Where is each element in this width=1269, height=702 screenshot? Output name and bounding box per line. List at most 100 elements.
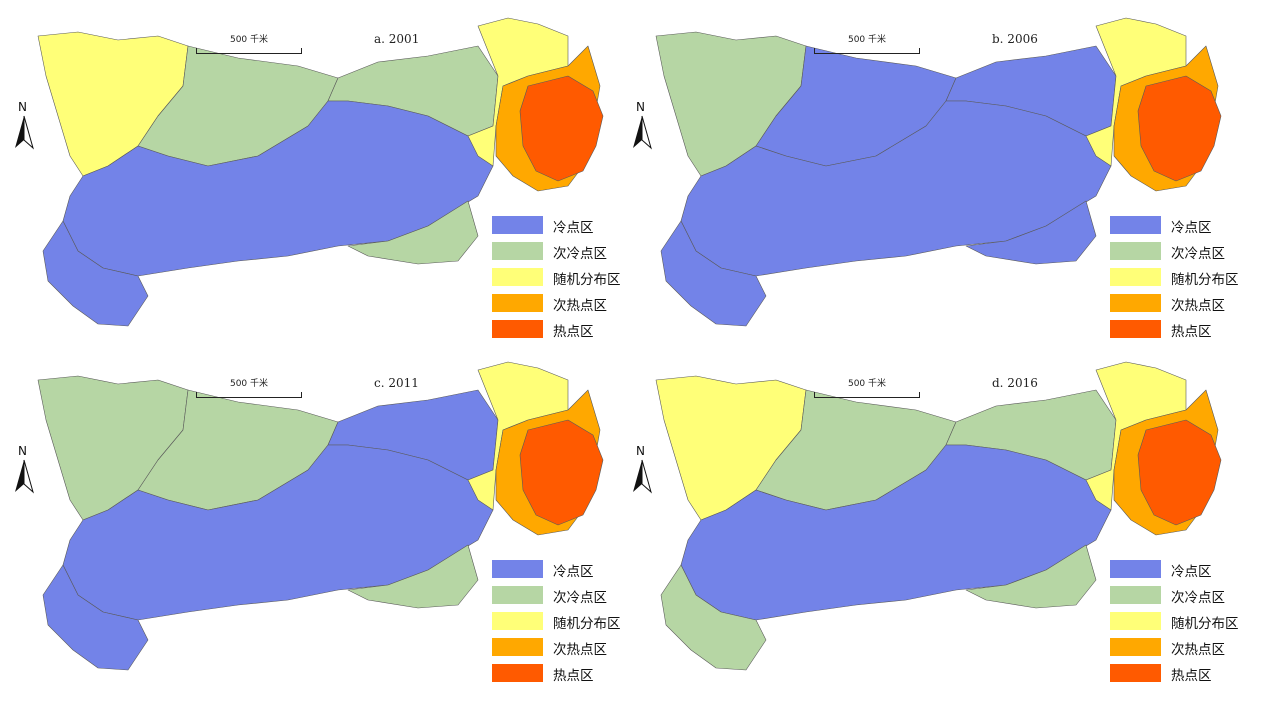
legend-label: 热点区: [553, 668, 594, 684]
legend: 冷点区 次冷点区 随机分布区 次热点区 热点区: [1110, 557, 1239, 687]
region-south: [660, 220, 767, 327]
legend-swatch: [492, 638, 543, 656]
map-panel-b: b. 2006 500 千米 N 冷点区 次冷点区 随机分布区 次热点区 热点区: [626, 6, 1239, 343]
north-arrow-label: N: [18, 444, 27, 458]
legend-swatch: [492, 664, 543, 682]
legend-label: 次热点区: [553, 298, 607, 314]
scale-bar-label: 500 千米: [229, 35, 269, 45]
region-east-core: [1137, 419, 1222, 526]
scale-bar: 500 千米: [196, 378, 302, 398]
scale-bar-line: [814, 48, 920, 54]
region-southeast: [347, 544, 479, 609]
legend-swatch: [492, 612, 543, 630]
north-arrow-icon: [633, 115, 652, 150]
legend-item: 冷点区: [1110, 557, 1236, 583]
legend-item: 次热点区: [1110, 291, 1236, 317]
scale-bar-label: 500 千米: [847, 35, 887, 45]
legend-label: 次冷点区: [553, 590, 607, 606]
scale-bar-line: [196, 48, 302, 54]
map-panel-c: c. 2011 500 千米 N 冷点区 次冷点区 随机分布区 次热点区 热点区: [8, 350, 621, 687]
legend-label: 次冷点区: [553, 246, 607, 262]
legend-item: 随机分布区: [1110, 609, 1239, 635]
legend: 冷点区 次冷点区 随机分布区 次热点区 热点区: [492, 213, 621, 343]
legend-swatch: [1110, 320, 1161, 338]
region-east-core: [1137, 75, 1222, 182]
legend-swatch: [1110, 242, 1161, 260]
legend-swatch: [1110, 294, 1161, 312]
legend-item: 热点区: [492, 317, 618, 343]
legend-label: 冷点区: [553, 564, 594, 580]
legend-label: 次冷点区: [1171, 590, 1225, 606]
scale-bar-label: 500 千米: [847, 379, 887, 389]
north-arrow: N: [630, 100, 654, 152]
scale-bar-label: 500 千米: [229, 379, 269, 389]
scale-bar: 500 千米: [196, 34, 302, 54]
legend-swatch: [1110, 268, 1161, 286]
north-arrow-label: N: [636, 100, 645, 114]
legend-label: 随机分布区: [553, 272, 621, 288]
map-panel-d: d. 2016 500 千米 N 冷点区 次冷点区 随机分布区 次热点区 热点区: [626, 350, 1239, 687]
legend-swatch: [1110, 586, 1161, 604]
legend-label: 热点区: [553, 324, 594, 340]
map-panel-a: a. 2001 500 千米 N 冷点区 次冷点区 随机分布区 次热点区 热点区: [8, 6, 621, 343]
legend-item: 随机分布区: [492, 609, 621, 635]
north-arrow-label: N: [636, 444, 645, 458]
legend-item: 热点区: [1110, 661, 1236, 687]
legend-swatch: [492, 216, 543, 234]
legend-label: 次热点区: [1171, 298, 1225, 314]
region-southeast: [965, 544, 1097, 609]
legend-label: 冷点区: [553, 220, 594, 236]
region-southeast: [965, 200, 1097, 265]
legend-label: 次热点区: [1171, 642, 1225, 658]
legend-label: 冷点区: [1171, 220, 1212, 236]
north-arrow: N: [12, 100, 36, 152]
scale-bar-line: [196, 392, 302, 398]
legend-swatch: [492, 268, 543, 286]
legend-label: 热点区: [1171, 668, 1212, 684]
legend-label: 随机分布区: [553, 616, 621, 632]
north-arrow: N: [12, 444, 36, 496]
legend-label: 次冷点区: [1171, 246, 1225, 262]
legend-label: 热点区: [1171, 324, 1212, 340]
legend-item: 次冷点区: [492, 239, 618, 265]
region-southeast: [347, 200, 479, 265]
north-arrow-label: N: [18, 100, 27, 114]
legend-item: 随机分布区: [1110, 265, 1239, 291]
panel-label: b. 2006: [992, 32, 1038, 46]
legend-swatch: [1110, 664, 1161, 682]
region-south: [42, 564, 149, 671]
legend-item: 次热点区: [1110, 635, 1236, 661]
legend-item: 次热点区: [492, 635, 618, 661]
legend-swatch: [1110, 216, 1161, 234]
panel-label: d. 2016: [992, 376, 1038, 390]
legend-item: 冷点区: [492, 213, 618, 239]
legend-item: 次冷点区: [1110, 583, 1236, 609]
region-map: [655, 17, 1222, 327]
scale-bar-line: [814, 392, 920, 398]
region-south: [660, 564, 767, 671]
scale-bar: 500 千米: [814, 34, 920, 54]
legend: 冷点区 次冷点区 随机分布区 次热点区 热点区: [1110, 213, 1239, 343]
legend-swatch: [1110, 638, 1161, 656]
legend-label: 冷点区: [1171, 564, 1212, 580]
legend-swatch: [492, 320, 543, 338]
legend-label: 次热点区: [553, 642, 607, 658]
panel-label: a. 2001: [374, 32, 420, 46]
legend-swatch: [1110, 612, 1161, 630]
region-map: [37, 361, 604, 671]
scale-bar: 500 千米: [814, 378, 920, 398]
north-arrow-icon: [633, 459, 652, 494]
region-map: [37, 17, 604, 327]
legend-swatch: [492, 294, 543, 312]
legend-item: 热点区: [492, 661, 618, 687]
legend-item: 次冷点区: [1110, 239, 1236, 265]
region-map: [655, 361, 1222, 671]
legend-item: 冷点区: [492, 557, 618, 583]
legend-label: 随机分布区: [1171, 272, 1239, 288]
north-arrow: N: [630, 444, 654, 496]
region-south: [42, 220, 149, 327]
legend: 冷点区 次冷点区 随机分布区 次热点区 热点区: [492, 557, 621, 687]
legend-label: 随机分布区: [1171, 616, 1239, 632]
region-east-core: [519, 419, 604, 526]
panel-label: c. 2011: [374, 376, 419, 390]
